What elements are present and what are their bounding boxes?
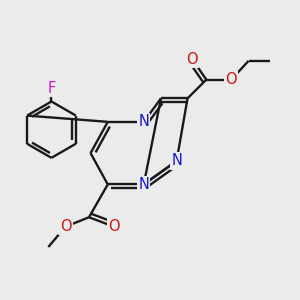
- Text: N: N: [138, 177, 149, 192]
- Text: F: F: [47, 81, 56, 96]
- Text: O: O: [186, 52, 198, 67]
- Text: O: O: [60, 219, 71, 234]
- Text: N: N: [138, 114, 149, 129]
- Text: N: N: [171, 154, 182, 169]
- Text: O: O: [108, 219, 120, 234]
- Text: O: O: [226, 72, 237, 87]
